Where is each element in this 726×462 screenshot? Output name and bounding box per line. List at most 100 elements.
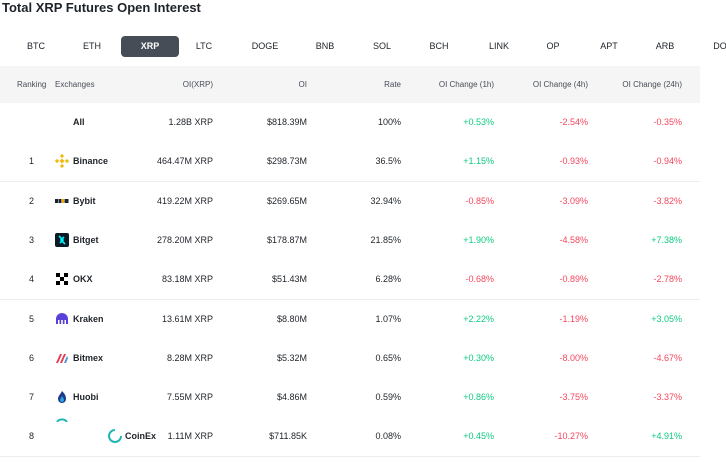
rate-value: 0.59% [375,392,401,403]
header-oi-change-24h[interactable]: OI Change (24h) [622,80,682,89]
oi-xrp-value: 1.11M XRP [167,431,213,442]
rate-value: 0.65% [375,352,401,363]
oi-xrp-value: 7.55M XRP [166,392,213,403]
rate-value: 36.5% [375,156,401,167]
rank: 5 [29,313,35,324]
oi-change-1h: +0.30% [463,352,494,363]
coinex-logo [108,429,122,444]
exchange-name[interactable]: Bitget [73,234,99,245]
header-oi-xrp[interactable]: OI(XRP) [182,80,213,89]
rate-value: 21.85% [370,234,401,245]
oi-usd-value: $269.65M [266,195,307,206]
oi-change-1h: +1.15% [463,156,494,167]
exchange-name[interactable]: Bybit [73,195,96,206]
tab-do[interactable]: DO [713,41,726,51]
header-exchanges[interactable]: Exchanges [55,80,95,89]
tab-sol[interactable]: SOL [372,41,391,51]
table-header: Ranking Exchanges OI(XRP) OI Rate OI Cha… [0,66,700,103]
bybit-logo [55,194,69,208]
table-row[interactable]: 1 Binance 464.47M XRP $298.73M 36.5% +1.15% -0… [0,142,700,183]
rank: 6 [29,352,35,363]
rank: 7 [29,392,35,403]
page-title: Total XRP Futures Open Interest [2,0,201,15]
oi-usd-value: $178.87M [266,234,307,245]
oi-change-24h: -0.35% [653,117,682,127]
coinex-logo-fragment [55,416,69,423]
rate-value: 0.08% [375,431,401,442]
binance-logo [54,154,70,169]
tab-bnb[interactable]: BNB [315,41,335,51]
table-row[interactable]: All 1.28B XRP $818.39M 100% +0.53% -2.54% -0.3… [0,103,700,143]
exchange-name[interactable]: Bitmex [73,352,104,363]
tab-apt[interactable]: APT [600,41,618,51]
oi-change-1h: -0.85% [465,195,494,206]
header-oi-change-1h[interactable]: OI Change (1h) [438,80,494,89]
tab-xrp[interactable]: XRP [121,36,179,57]
header-rate[interactable]: Rate [384,80,401,89]
exchange-name[interactable]: CoinEx [125,431,157,442]
tab-link[interactable]: LINK [488,41,509,51]
tab-eth[interactable]: ETH [83,41,101,51]
oi-change-24h: -3.82% [653,195,682,206]
oi-change-4h: -3.75% [559,392,588,403]
tab-op[interactable]: OP [546,41,560,51]
oi-change-1h: +2.22% [463,313,494,324]
oi-change-1h: -0.68% [465,274,494,285]
oi-change-4h: -1.19% [559,313,588,324]
oi-xrp-value: 13.61M XRP [161,313,213,324]
oi-xrp-value: 278.20M XRP [156,234,213,245]
oi-usd-value: $711.85K [269,431,307,442]
table-row[interactable]: 2 Bybit 419.22M XRP $269.65M 32.94% -0.85% -3.… [0,181,700,222]
huobi-logo [55,390,69,404]
oi-usd-value: $4.86M [276,392,307,403]
oi-change-24h: -2.78% [653,274,682,285]
tab-doge[interactable]: DOGE [251,41,279,51]
rank: 4 [29,274,35,285]
rank: 2 [29,195,35,206]
table-row[interactable]: 4 OKX 83.18M XRP $51.43M 6.28% -0.68% -0.89% -2… [0,260,700,301]
tab-ltc[interactable]: LTC [195,41,213,51]
oi-change-4h: -8.00% [559,352,588,363]
exchange-name[interactable]: All [73,117,85,127]
oi-change-24h: +3.05% [651,313,682,324]
exchange-name[interactable]: Huobi [73,392,99,403]
bitget-logo [55,232,69,247]
oi-usd-value: $298.73M [266,156,307,167]
bitmex-logo [55,351,69,365]
tab-btc[interactable]: BTC [27,41,45,51]
rate-value: 100% [377,117,401,127]
table-row[interactable]: 6 Bitmex 8.28M XRP $5.32M 0.65% +0.30% -8.00% -… [0,338,700,379]
oi-change-4h: -2.54% [559,117,588,127]
exchange-name[interactable]: Binance [73,156,109,167]
table-row[interactable]: 5 Kraken 13.61M XRP $8.80M 1.07% +2.22% -1.19%… [0,299,700,340]
okx-logo [55,272,69,286]
oi-change-4h: -0.89% [559,274,588,285]
rate-value: 1.07% [375,313,401,324]
coin-tabs: BTC ETH XRP LTC DOGE BNB SOL BCH LINK OP APT ARB DO [0,36,726,58]
oi-xrp-value: 1.28B XRP [168,117,213,127]
rank: 8 [29,431,35,442]
oi-change-1h: +0.53% [463,117,494,127]
oi-change-4h: -10.27% [554,431,588,442]
table-row[interactable]: 7 Huobi 7.55M XRP $4.86M 0.59% +0.86% -3.75% -3… [0,378,700,419]
tab-bch[interactable]: BCH [429,41,449,51]
oi-change-24h: -3.37% [653,392,682,403]
oi-change-1h: +0.86% [463,392,494,403]
exchange-name[interactable]: Kraken [73,313,104,324]
rate-value: 6.28% [375,274,401,285]
table-row[interactable]: 3 Bitget 278.20M XRP $178.87M 21.85% +1.90% -4… [0,220,700,261]
header-oi[interactable]: OI [298,80,307,89]
header-oi-change-4h[interactable]: OI Change (4h) [532,80,588,89]
table-row[interactable]: 8 CoinEx 1.11M XRP $711.85K 0.08% +0.45% -10.2… [0,416,700,458]
oi-change-1h: +0.45% [463,431,494,442]
header-ranking[interactable]: Ranking [17,80,47,89]
rank: 3 [29,234,35,245]
oi-usd-value: $51.43M [271,274,307,285]
oi-xrp-value: 83.18M XRP [161,274,213,285]
tab-arb[interactable]: ARB [655,41,675,51]
exchange-name[interactable]: OKX [73,274,93,285]
oi-xrp-value: 464.47M XRP [156,156,213,167]
oi-change-4h: -3.09% [559,195,588,206]
oi-change-1h: +1.90% [463,234,494,245]
oi-usd-value: $818.39M [266,117,307,127]
